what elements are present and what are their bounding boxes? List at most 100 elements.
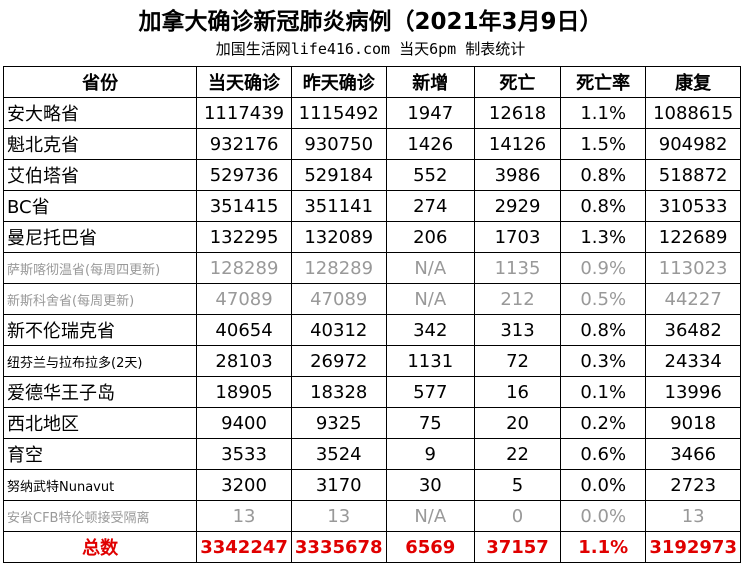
value-cell: 0.5% (560, 283, 647, 315)
column-header: 康复 (645, 66, 741, 98)
value-cell: 9 (385, 438, 475, 470)
province-cell: 纽芬兰与拉布拉多(2天) (2, 345, 198, 377)
data-row: 新不伦瑞克省 40654 40312 342 313 0.8% 36482 (2, 314, 741, 346)
value-cell: N/A (385, 283, 475, 315)
data-row: 艾伯塔省 529736 529184 552 3986 0.8% 518872 (2, 159, 741, 191)
value-cell: 47089 (290, 283, 387, 315)
value-cell: 122689 (645, 221, 741, 253)
total-cell: 总数 (2, 531, 198, 563)
value-cell: 2723 (645, 469, 741, 501)
total-cell: 3342247 (196, 531, 292, 563)
value-cell: 3466 (645, 438, 741, 470)
value-cell: N/A (385, 252, 475, 284)
value-cell: 16 (473, 376, 562, 408)
data-row: 爱德华王子岛 18905 18328 577 16 0.1% 13996 (2, 376, 741, 408)
value-cell: 0 (473, 500, 562, 532)
value-cell: 14126 (473, 128, 562, 160)
value-cell: 13 (645, 500, 741, 532)
province-cell: 曼尼托巴省 (2, 221, 198, 253)
total-cell: 3192973 (645, 531, 741, 563)
value-cell: 128289 (196, 252, 292, 284)
value-cell: 3533 (196, 438, 292, 470)
value-cell: 9400 (196, 407, 292, 439)
province-cell: 西北地区 (2, 407, 198, 439)
value-cell: 0.0% (560, 500, 647, 532)
value-cell: 9018 (645, 407, 741, 439)
value-cell: 72 (473, 345, 562, 377)
data-row: 安省CFB特伦顿接受隔离 13 13 N/A 0 0.0% 13 (2, 500, 741, 532)
value-cell: 13 (196, 500, 292, 532)
value-cell: 12618 (473, 97, 562, 129)
value-cell: 24334 (645, 345, 741, 377)
value-cell: 0.0% (560, 469, 647, 501)
value-cell: 22 (473, 438, 562, 470)
column-header: 新增 (385, 66, 475, 98)
value-cell: 40654 (196, 314, 292, 346)
value-cell: 26972 (290, 345, 387, 377)
value-cell: 206 (385, 221, 475, 253)
province-cell: 萨斯喀彻温省(每周四更新) (2, 252, 198, 284)
total-cell: 1.1% (560, 531, 647, 563)
covid-table: 省份 当天确诊 昨天确诊 新增 死亡 死亡率 康复 安大略省 1117439 1115492 194… (2, 66, 741, 563)
value-cell: 1117439 (196, 97, 292, 129)
data-row: 纽芬兰与拉布拉多(2天) 28103 26972 1131 72 0.3% 24334 (2, 345, 741, 377)
value-cell: 0.3% (560, 345, 647, 377)
value-cell: 1.3% (560, 221, 647, 253)
value-cell: 342 (385, 314, 475, 346)
data-row: 安大略省 1117439 1115492 1947 12618 1.1% 1088615 (2, 97, 741, 129)
value-cell: 1703 (473, 221, 562, 253)
column-header: 省份 (2, 66, 198, 98)
province-cell: 艾伯塔省 (2, 159, 198, 191)
value-cell: 9325 (290, 407, 387, 439)
value-cell: 0.6% (560, 438, 647, 470)
data-row: 育空 3533 3524 9 22 0.6% 3466 (2, 438, 741, 470)
value-cell: 1088615 (645, 97, 741, 129)
value-cell: 274 (385, 190, 475, 222)
province-cell: 育空 (2, 438, 198, 470)
province-cell: 魁北克省 (2, 128, 198, 160)
value-cell: 518872 (645, 159, 741, 191)
column-header: 昨天确诊 (290, 66, 387, 98)
province-cell: 新不伦瑞克省 (2, 314, 198, 346)
value-cell: 0.8% (560, 159, 647, 191)
value-cell: 529184 (290, 159, 387, 191)
value-cell: 40312 (290, 314, 387, 346)
value-cell: 351415 (196, 190, 292, 222)
value-cell: 577 (385, 376, 475, 408)
value-cell: 30 (385, 469, 475, 501)
data-row: 西北地区 9400 9325 75 20 0.2% 9018 (2, 407, 741, 439)
value-cell: 5 (473, 469, 562, 501)
value-cell: 351141 (290, 190, 387, 222)
value-cell: 310533 (645, 190, 741, 222)
value-cell: 932176 (196, 128, 292, 160)
value-cell: 28103 (196, 345, 292, 377)
value-cell: 1115492 (290, 97, 387, 129)
province-cell: 新斯科舍省(每周更新) (2, 283, 198, 315)
value-cell: 128289 (290, 252, 387, 284)
data-row: 曼尼托巴省 132295 132089 206 1703 1.3% 122689 (2, 221, 741, 253)
data-row: 努纳武特Nunavut 3200 3170 30 5 0.0% 2723 (2, 469, 741, 501)
province-cell: 安省CFB特伦顿接受隔离 (2, 500, 198, 532)
value-cell: 13 (290, 500, 387, 532)
data-row: 萨斯喀彻温省(每周四更新) 128289 128289 N/A 1135 0.9% 1130… (2, 252, 741, 284)
value-cell: 0.8% (560, 190, 647, 222)
value-cell: 20 (473, 407, 562, 439)
value-cell: 36482 (645, 314, 741, 346)
value-cell: 3200 (196, 469, 292, 501)
data-row: 魁北克省 932176 930750 1426 14126 1.5% 904982 (2, 128, 741, 160)
value-cell: 1135 (473, 252, 562, 284)
total-cell: 37157 (473, 531, 562, 563)
province-cell: 爱德华王子岛 (2, 376, 198, 408)
value-cell: 904982 (645, 128, 741, 160)
value-cell: 3524 (290, 438, 387, 470)
value-cell: 47089 (196, 283, 292, 315)
value-cell: 1.5% (560, 128, 647, 160)
value-cell: 75 (385, 407, 475, 439)
value-cell: 1426 (385, 128, 475, 160)
value-cell: 2929 (473, 190, 562, 222)
value-cell: 0.8% (560, 314, 647, 346)
data-row: 新斯科舍省(每周更新) 47089 47089 N/A 212 0.5% 44227 (2, 283, 741, 315)
subtitle: 加国生活网life416.com 当天6pm 制表统计 (215, 40, 526, 58)
total-cell: 6569 (385, 531, 475, 563)
value-cell: 132089 (290, 221, 387, 253)
